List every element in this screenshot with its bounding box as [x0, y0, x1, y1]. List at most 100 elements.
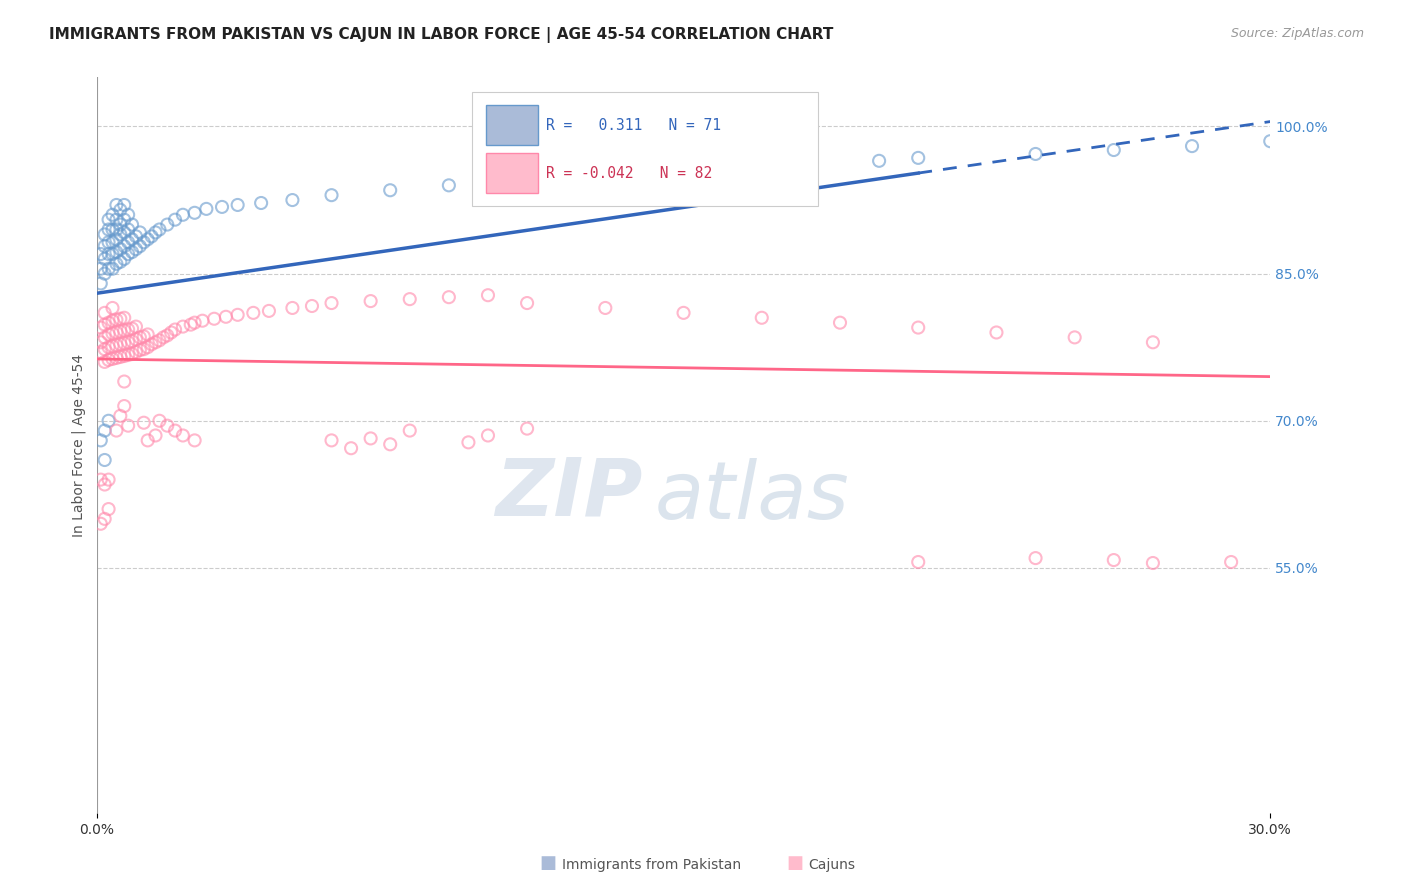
Point [145, 335, 167, 350]
Point [360, 294, 382, 309]
Point [141, 229, 163, 244]
Point [477, 428, 499, 442]
Text: ZIP: ZIP [495, 454, 643, 533]
Point [93, 512, 115, 526]
Point [136, 434, 159, 448]
Text: Immigrants from Pakistan: Immigrants from Pakistan [562, 858, 741, 872]
Text: atlas: atlas [654, 458, 849, 536]
Point [907, 320, 929, 334]
Point [183, 206, 205, 220]
Point [117, 335, 139, 350]
Point [110, 350, 132, 364]
Point [90, 320, 112, 334]
Point [132, 342, 155, 356]
Point [121, 232, 143, 246]
Point [128, 226, 150, 240]
Point [380, 183, 402, 197]
Point [152, 330, 174, 344]
Point [112, 239, 135, 253]
Point [121, 321, 143, 335]
Y-axis label: In Labor Force | Age 45-54: In Labor Force | Age 45-54 [72, 354, 86, 537]
Point [145, 428, 167, 442]
Point [93, 424, 115, 438]
Point [202, 311, 225, 326]
Point [457, 435, 479, 450]
Point [1025, 147, 1047, 161]
Point [141, 337, 163, 351]
Point [215, 310, 238, 324]
Point [1102, 143, 1125, 157]
Point [165, 212, 187, 227]
Point [156, 218, 179, 232]
Point [93, 355, 115, 369]
Point [148, 222, 170, 236]
Point [172, 319, 194, 334]
Text: R = -0.042   N = 82: R = -0.042 N = 82 [547, 166, 713, 180]
Point [380, 437, 402, 451]
Point [112, 324, 135, 338]
Point [191, 314, 214, 328]
Point [121, 334, 143, 349]
Point [112, 399, 135, 413]
Point [250, 196, 273, 211]
Point [110, 227, 132, 242]
Point [93, 318, 115, 332]
Point [110, 218, 132, 232]
Point [93, 330, 115, 344]
Point [110, 255, 132, 269]
Text: ■: ■ [540, 855, 557, 872]
FancyBboxPatch shape [486, 105, 538, 145]
Point [112, 198, 135, 212]
Point [97, 316, 120, 330]
Point [226, 308, 249, 322]
Point [257, 304, 280, 318]
Point [101, 261, 124, 276]
Point [195, 202, 218, 216]
Point [101, 208, 124, 222]
Point [907, 555, 929, 569]
Point [105, 198, 128, 212]
Point [105, 351, 128, 365]
Point [105, 326, 128, 340]
Point [93, 342, 115, 356]
Point [516, 422, 538, 436]
Point [101, 314, 124, 328]
Point [90, 516, 112, 531]
Point [112, 226, 135, 240]
Point [828, 316, 851, 330]
Point [112, 375, 135, 389]
Point [121, 347, 143, 361]
Point [105, 232, 128, 246]
Point [110, 337, 132, 351]
Point [1063, 330, 1085, 344]
Point [398, 292, 420, 306]
Point [1181, 139, 1204, 153]
Point [105, 257, 128, 271]
Point [97, 327, 120, 342]
Point [516, 296, 538, 310]
Point [242, 306, 264, 320]
Point [125, 345, 148, 359]
Point [595, 169, 617, 183]
Point [90, 277, 112, 291]
Point [97, 222, 120, 236]
Point [751, 310, 773, 325]
Text: Source: ZipAtlas.com: Source: ZipAtlas.com [1230, 27, 1364, 40]
Point [101, 326, 124, 341]
Point [117, 322, 139, 336]
Point [90, 473, 112, 487]
Point [156, 328, 179, 343]
Point [101, 222, 124, 236]
Point [93, 227, 115, 242]
Point [226, 198, 249, 212]
Point [128, 330, 150, 344]
Point [93, 239, 115, 253]
Point [128, 239, 150, 253]
Point [117, 247, 139, 261]
Text: IMMIGRANTS FROM PAKISTAN VS CAJUN IN LABOR FORCE | AGE 45-54 CORRELATION CHART: IMMIGRANTS FROM PAKISTAN VS CAJUN IN LAB… [49, 27, 834, 43]
Point [112, 336, 135, 351]
Point [165, 424, 187, 438]
Point [112, 349, 135, 363]
Point [172, 208, 194, 222]
Point [770, 159, 793, 173]
